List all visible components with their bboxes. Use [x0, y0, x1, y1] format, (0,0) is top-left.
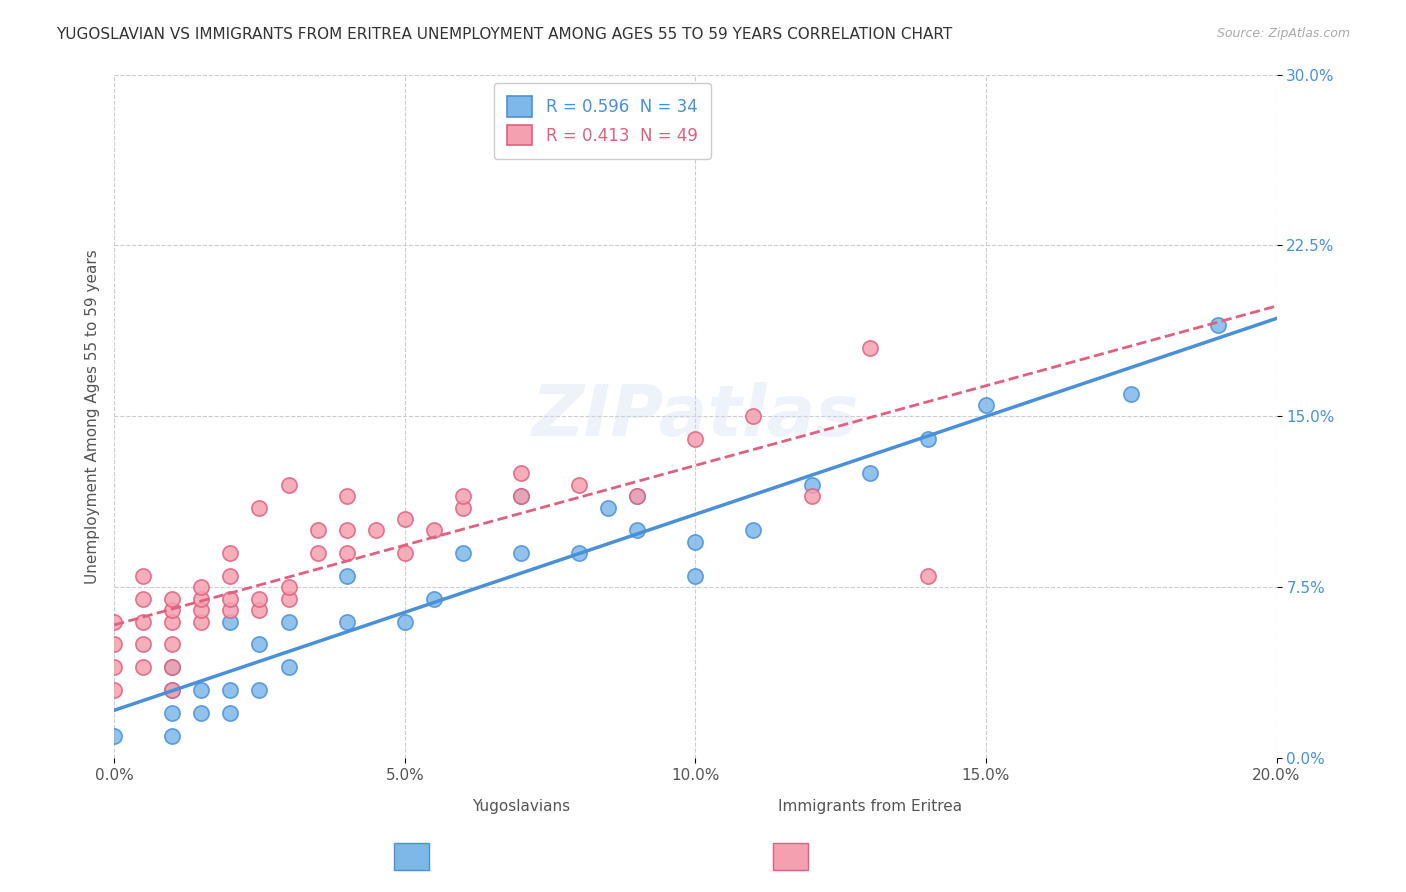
- Point: [132, 591, 155, 606]
- Point: [800, 478, 823, 492]
- Point: [132, 569, 155, 583]
- Point: [685, 534, 707, 549]
- Point: [249, 603, 271, 617]
- Y-axis label: Unemployment Among Ages 55 to 59 years: Unemployment Among Ages 55 to 59 years: [86, 249, 100, 583]
- Point: [162, 683, 184, 698]
- Point: [742, 524, 765, 538]
- Point: [451, 500, 474, 515]
- Point: [917, 432, 939, 446]
- Point: [974, 398, 997, 412]
- Point: [219, 683, 242, 698]
- Point: [307, 524, 329, 538]
- Point: [423, 591, 446, 606]
- Point: [190, 591, 212, 606]
- Point: [219, 706, 242, 720]
- Point: [162, 706, 184, 720]
- Point: [103, 729, 125, 743]
- Point: [190, 683, 212, 698]
- Point: [162, 729, 184, 743]
- Point: [277, 615, 299, 629]
- Point: [277, 591, 299, 606]
- Point: [451, 546, 474, 560]
- Point: [336, 569, 359, 583]
- Point: [219, 615, 242, 629]
- Point: [510, 489, 533, 503]
- Point: [364, 524, 387, 538]
- Point: [685, 432, 707, 446]
- Point: [219, 569, 242, 583]
- Point: [249, 591, 271, 606]
- Point: [219, 591, 242, 606]
- Point: [451, 489, 474, 503]
- Point: [249, 683, 271, 698]
- Text: ZIPatlas: ZIPatlas: [531, 382, 859, 451]
- Point: [162, 615, 184, 629]
- Point: [626, 489, 648, 503]
- Point: [394, 512, 416, 526]
- Point: [685, 569, 707, 583]
- Point: [598, 500, 620, 515]
- Point: [162, 591, 184, 606]
- Point: [162, 683, 184, 698]
- Point: [800, 489, 823, 503]
- Point: [394, 546, 416, 560]
- Point: [336, 546, 359, 560]
- Point: [162, 637, 184, 651]
- Point: [132, 615, 155, 629]
- Point: [190, 581, 212, 595]
- Point: [626, 524, 648, 538]
- Point: [423, 524, 446, 538]
- Point: [510, 467, 533, 481]
- Point: [336, 489, 359, 503]
- Legend: R = 0.596  N = 34, R = 0.413  N = 49: R = 0.596 N = 34, R = 0.413 N = 49: [494, 83, 711, 159]
- Point: [190, 706, 212, 720]
- Point: [103, 683, 125, 698]
- Point: [162, 603, 184, 617]
- Point: [249, 500, 271, 515]
- Point: [568, 478, 591, 492]
- Point: [219, 603, 242, 617]
- Point: [307, 546, 329, 560]
- Point: [1208, 318, 1230, 333]
- Point: [859, 341, 882, 355]
- Point: [277, 478, 299, 492]
- Point: [626, 489, 648, 503]
- Point: [162, 660, 184, 674]
- Point: [394, 615, 416, 629]
- Point: [859, 467, 882, 481]
- Point: [336, 524, 359, 538]
- Point: [103, 615, 125, 629]
- Point: [277, 660, 299, 674]
- Point: [103, 637, 125, 651]
- Point: [510, 489, 533, 503]
- Point: [336, 615, 359, 629]
- Text: Yugoslavians: Yugoslavians: [472, 799, 569, 814]
- Point: [162, 660, 184, 674]
- Point: [277, 581, 299, 595]
- Point: [103, 660, 125, 674]
- Point: [568, 546, 591, 560]
- Point: [510, 546, 533, 560]
- Point: [132, 660, 155, 674]
- Point: [219, 546, 242, 560]
- Text: YUGOSLAVIAN VS IMMIGRANTS FROM ERITREA UNEMPLOYMENT AMONG AGES 55 TO 59 YEARS CO: YUGOSLAVIAN VS IMMIGRANTS FROM ERITREA U…: [56, 27, 952, 42]
- Point: [132, 637, 155, 651]
- Text: Source: ZipAtlas.com: Source: ZipAtlas.com: [1216, 27, 1350, 40]
- Point: [742, 409, 765, 424]
- Point: [190, 615, 212, 629]
- Point: [1121, 386, 1143, 401]
- Point: [249, 637, 271, 651]
- Point: [190, 603, 212, 617]
- Point: [917, 569, 939, 583]
- Text: Immigrants from Eritrea: Immigrants from Eritrea: [778, 799, 962, 814]
